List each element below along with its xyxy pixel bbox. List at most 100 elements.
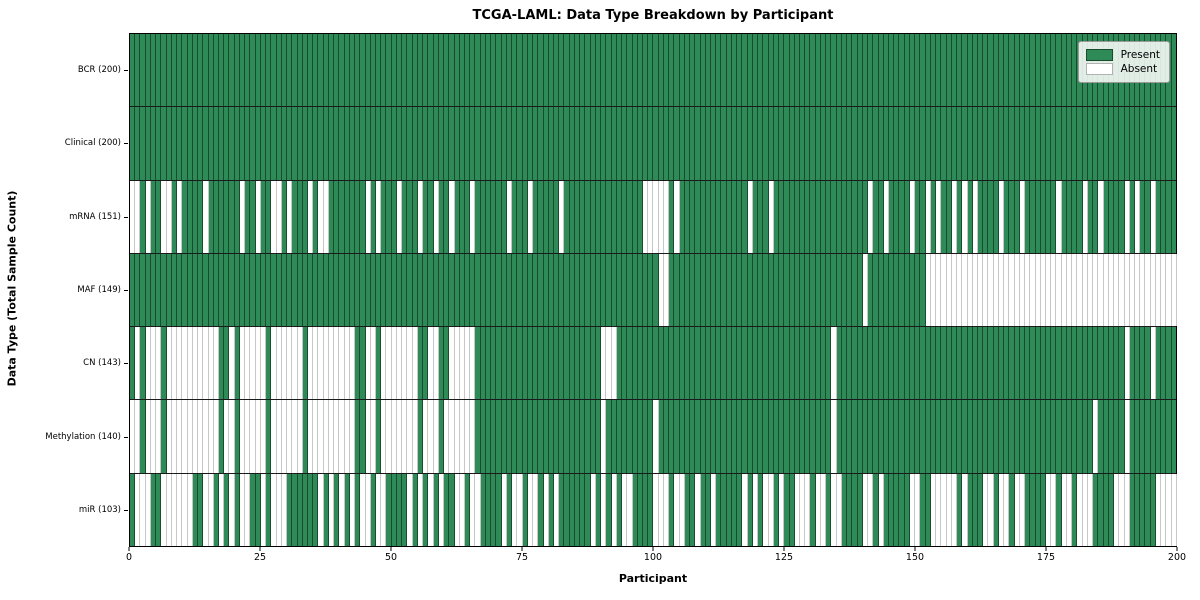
heatmap-cell <box>642 473 649 546</box>
heatmap-cell <box>1155 180 1162 253</box>
heatmap-cell <box>485 107 492 180</box>
heatmap-cell <box>951 34 958 107</box>
heatmap-cell <box>637 327 643 400</box>
heatmap-cell <box>391 473 397 546</box>
heatmap-cell <box>292 107 298 180</box>
heatmap-cell <box>187 400 193 473</box>
heatmap-cell <box>177 473 183 546</box>
heatmap-cell <box>658 107 664 180</box>
heatmap-cell <box>318 107 324 180</box>
heatmap-cell <box>318 253 324 327</box>
heatmap-cell <box>726 34 732 107</box>
heatmap-cell <box>334 180 340 253</box>
heatmap-cell <box>836 473 842 546</box>
heatmap-cell <box>815 34 821 107</box>
heatmap-cell <box>904 253 910 327</box>
heatmap-cell <box>444 473 450 546</box>
heatmap-cell <box>564 400 570 473</box>
heatmap-cell <box>637 253 643 327</box>
heatmap-cell <box>438 107 445 180</box>
heatmap-cell <box>752 473 759 546</box>
heatmap-cell <box>580 34 586 107</box>
heatmap-cell <box>260 107 267 180</box>
heatmap-cell <box>161 473 167 546</box>
heatmap-cell <box>894 327 900 400</box>
heatmap-cell <box>281 34 288 107</box>
heatmap-cell <box>187 253 193 327</box>
heatmap-cell <box>1014 400 1020 473</box>
heatmap-cell <box>548 180 554 253</box>
heatmap-cell <box>1040 253 1047 327</box>
heatmap-cell <box>711 400 717 473</box>
heatmap-cell <box>946 400 952 473</box>
heatmap-cell <box>915 180 921 253</box>
heatmap-cell <box>962 34 968 107</box>
heatmap-cell <box>491 34 497 107</box>
heatmap-cell <box>1077 107 1083 180</box>
heatmap-cell <box>873 473 879 546</box>
heatmap-cell <box>721 107 727 180</box>
heatmap-cell <box>255 253 261 327</box>
heatmap-cell <box>454 473 460 546</box>
heatmap-cell <box>203 180 209 253</box>
heatmap-cell <box>1129 473 1135 546</box>
heatmap-cell <box>1035 34 1041 107</box>
heatmap-cell <box>894 180 900 253</box>
heatmap-cell <box>538 107 544 180</box>
heatmap-cell <box>941 180 947 253</box>
heatmap-cell <box>1140 327 1146 400</box>
heatmap-cell <box>344 34 350 107</box>
heatmap-cell <box>485 180 492 253</box>
heatmap-cell <box>800 180 806 253</box>
heatmap-cell <box>533 107 539 180</box>
heatmap-cell <box>512 180 518 253</box>
heatmap-cell <box>899 327 905 400</box>
heatmap-cell <box>731 473 738 546</box>
y-tick-mark <box>124 290 128 291</box>
heatmap-cell <box>376 327 382 400</box>
heatmap-cell <box>522 473 528 546</box>
heatmap-cell <box>721 253 727 327</box>
heatmap-cell <box>642 327 649 400</box>
heatmap-cell <box>637 473 643 546</box>
heatmap-cell <box>862 180 869 253</box>
heatmap-cell <box>307 327 314 400</box>
heatmap-cell <box>941 473 947 546</box>
heatmap-cell <box>731 400 738 473</box>
heatmap-cell <box>595 473 602 546</box>
heatmap-cell <box>250 473 256 546</box>
legend: Present Absent <box>1077 41 1170 83</box>
heatmap-cell <box>506 107 513 180</box>
heatmap-cell <box>166 180 172 253</box>
heatmap-cell <box>1161 400 1167 473</box>
heatmap-cell <box>344 107 350 180</box>
heatmap-cell <box>538 180 544 253</box>
heatmap-cell <box>1004 327 1010 400</box>
heatmap-cell <box>815 253 821 327</box>
heatmap-cell <box>815 400 821 473</box>
heatmap-cell <box>485 473 492 546</box>
heatmap-cell <box>993 253 999 327</box>
heatmap-cell <box>130 473 136 546</box>
heatmap-cell <box>951 107 958 180</box>
heatmap-cell <box>438 327 445 400</box>
heatmap-cell <box>496 180 502 253</box>
heatmap-cell <box>355 400 361 473</box>
heatmap-cell <box>276 400 282 473</box>
heatmap-cell <box>1082 327 1088 400</box>
heatmap-cell <box>156 253 162 327</box>
heatmap-cell <box>480 400 486 473</box>
heatmap-cell <box>841 400 848 473</box>
heatmap-cell <box>1066 253 1073 327</box>
heatmap-cell <box>1129 180 1135 253</box>
heatmap-cell <box>276 34 282 107</box>
heatmap-cell <box>758 253 764 327</box>
heatmap-cell <box>590 473 596 546</box>
heatmap-cell <box>213 107 219 180</box>
heatmap-cell <box>1166 327 1172 400</box>
heatmap-cell <box>622 327 628 400</box>
heatmap-cell <box>491 400 497 473</box>
heatmap-cell <box>407 327 413 400</box>
heatmap-cell <box>899 34 905 107</box>
heatmap-cell <box>1014 327 1020 400</box>
